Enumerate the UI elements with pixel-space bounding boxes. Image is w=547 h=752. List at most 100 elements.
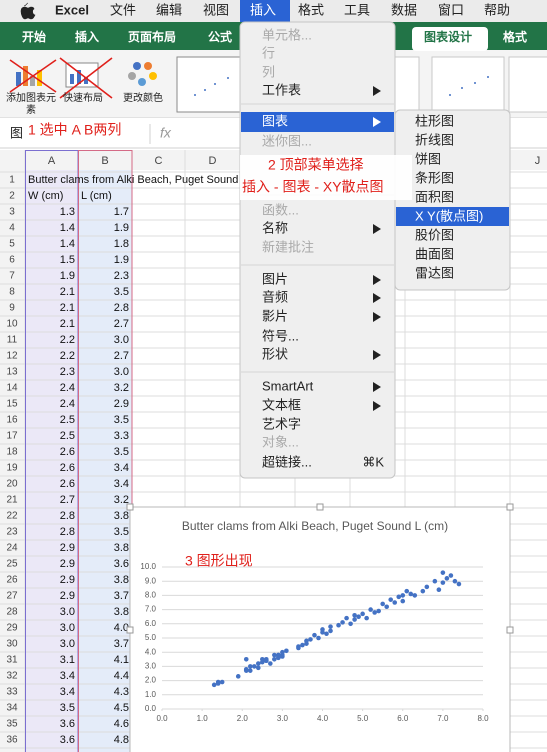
col-header[interactable]: A bbox=[48, 155, 56, 167]
apple-logo[interactable] bbox=[20, 2, 36, 20]
cell[interactable]: 3.0 bbox=[114, 334, 129, 346]
cell[interactable]: 3.5 bbox=[60, 702, 75, 714]
cell[interactable]: 3.4 bbox=[60, 686, 75, 698]
ribbon-button-label[interactable]: 添加图表元素 bbox=[6, 93, 56, 116]
cell[interactable]: 1.4 bbox=[60, 238, 75, 250]
row-header[interactable]: 17 bbox=[6, 431, 18, 442]
cell[interactable]: 4.6 bbox=[114, 718, 129, 730]
cell[interactable]: 4.4 bbox=[114, 670, 129, 682]
handle[interactable] bbox=[506, 626, 514, 634]
menu-item[interactable]: 文本框 bbox=[262, 397, 301, 412]
cell[interactable]: 3.4 bbox=[114, 478, 129, 490]
cell[interactable]: 3.5 bbox=[114, 286, 129, 298]
submenu-item[interactable]: 条形图 bbox=[415, 170, 454, 185]
submenu-item[interactable]: X Y(散点图) bbox=[415, 208, 483, 223]
cell[interactable]: 2.9 bbox=[60, 542, 75, 554]
row-header[interactable]: 11 bbox=[7, 335, 18, 346]
cell[interactable]: 3.0 bbox=[60, 622, 75, 634]
cell[interactable]: 2.4 bbox=[60, 398, 75, 410]
cell[interactable]: 3.5 bbox=[114, 446, 129, 458]
row-header[interactable]: 33 bbox=[6, 687, 18, 698]
cell[interactable]: 2.1 bbox=[60, 302, 75, 314]
cell[interactable]: 3.6 bbox=[60, 734, 75, 746]
cell[interactable]: 2.8 bbox=[114, 302, 129, 314]
ribbon-tab[interactable]: 公式 bbox=[208, 29, 232, 44]
row-header[interactable]: 9 bbox=[9, 303, 15, 314]
cell[interactable]: 3.8 bbox=[114, 606, 129, 618]
menubar-item[interactable]: 工具 bbox=[344, 2, 370, 17]
menu-item[interactable]: 影片 bbox=[262, 308, 288, 323]
cell[interactable]: 2.7 bbox=[114, 318, 129, 330]
cell[interactable]: 2.9 bbox=[60, 574, 75, 586]
handle[interactable] bbox=[126, 626, 134, 634]
col-header[interactable]: J bbox=[535, 155, 541, 167]
cell[interactable]: 3.7 bbox=[114, 638, 129, 650]
ribbon-button-label[interactable]: 快速布局 bbox=[63, 93, 103, 104]
menubar-item[interactable]: 格式 bbox=[298, 2, 324, 17]
cell[interactable]: 2.3 bbox=[60, 366, 75, 378]
cell[interactable]: 4.3 bbox=[114, 686, 129, 698]
cell[interactable]: 2.9 bbox=[114, 398, 129, 410]
cell[interactable]: 3.5 bbox=[114, 414, 129, 426]
cell[interactable]: 3.5 bbox=[114, 526, 129, 538]
menu-item[interactable]: 图表 bbox=[262, 113, 288, 128]
ribbon-tab[interactable]: 图表设计 bbox=[424, 29, 472, 44]
menu-item[interactable]: 超链接... bbox=[262, 454, 312, 469]
cell[interactable]: 3.8 bbox=[114, 510, 129, 522]
cell[interactable]: 2.6 bbox=[60, 478, 75, 490]
cell[interactable]: 4.0 bbox=[114, 622, 129, 634]
row-header[interactable]: 24 bbox=[6, 543, 18, 554]
cell[interactable]: 1.3 bbox=[60, 206, 75, 218]
menu-item[interactable]: 工作表 bbox=[262, 82, 301, 97]
row-header[interactable]: 13 bbox=[6, 367, 18, 378]
row-header[interactable]: 4 bbox=[9, 223, 15, 234]
cell[interactable]: 2.9 bbox=[60, 558, 75, 570]
row-header[interactable]: 27 bbox=[6, 591, 18, 602]
cell[interactable]: 3.0 bbox=[60, 606, 75, 618]
cell[interactable]: 3.2 bbox=[114, 494, 129, 506]
row-header[interactable]: 35 bbox=[6, 719, 18, 730]
cell[interactable]: 2.5 bbox=[60, 430, 75, 442]
handle[interactable] bbox=[126, 503, 134, 511]
row-header[interactable]: 28 bbox=[6, 607, 18, 618]
ribbon-tab[interactable]: 页面布局 bbox=[128, 29, 176, 44]
cell[interactable]: 2.7 bbox=[60, 494, 75, 506]
cell[interactable]: 2.8 bbox=[60, 510, 75, 522]
cell[interactable]: 1.4 bbox=[60, 222, 75, 234]
menubar-item[interactable]: 文件 bbox=[110, 2, 136, 17]
cell[interactable]: 2.6 bbox=[60, 462, 75, 474]
menu-item[interactable]: 符号... bbox=[262, 328, 299, 343]
cell[interactable]: 3.6 bbox=[114, 558, 129, 570]
row-header[interactable]: 14 bbox=[6, 383, 18, 394]
handle[interactable] bbox=[506, 503, 514, 511]
row-header[interactable]: 2 bbox=[9, 191, 15, 202]
submenu-item[interactable]: 股价图 bbox=[415, 227, 454, 242]
menu-item[interactable]: 艺术字 bbox=[262, 416, 301, 431]
cell[interactable]: 1.5 bbox=[60, 254, 75, 266]
row-header[interactable]: 10 bbox=[6, 319, 18, 330]
row-header[interactable]: 3 bbox=[9, 207, 15, 218]
cell[interactable]: 3.0 bbox=[60, 638, 75, 650]
row-header[interactable]: 32 bbox=[6, 671, 18, 682]
row-header[interactable]: 18 bbox=[6, 447, 18, 458]
cell[interactable]: 2.1 bbox=[60, 286, 75, 298]
cell[interactable]: 2.8 bbox=[60, 526, 75, 538]
cell[interactable]: 2.7 bbox=[114, 350, 129, 362]
row-header[interactable]: 25 bbox=[6, 559, 18, 570]
col-header[interactable]: D bbox=[209, 155, 217, 167]
cell[interactable]: 3.8 bbox=[114, 574, 129, 586]
row-header[interactable]: 20 bbox=[6, 479, 18, 490]
menu-item[interactable]: 图片 bbox=[262, 271, 288, 286]
menubar-item[interactable]: 窗口 bbox=[438, 2, 464, 17]
cell[interactable]: 2.3 bbox=[114, 270, 129, 282]
menubar-item[interactable]: 数据 bbox=[391, 2, 417, 17]
row-header[interactable]: 1 bbox=[9, 175, 15, 186]
ribbon-tab[interactable]: 插入 bbox=[75, 29, 99, 44]
row-header[interactable]: 8 bbox=[9, 287, 15, 298]
row-header[interactable]: 22 bbox=[6, 511, 18, 522]
cell[interactable]: 4.1 bbox=[114, 654, 129, 666]
row-header[interactable]: 12 bbox=[6, 351, 18, 362]
submenu-item[interactable]: 面积图 bbox=[415, 189, 454, 204]
menu-item[interactable]: 名称 bbox=[262, 220, 288, 235]
cell[interactable]: 3.3 bbox=[114, 430, 129, 442]
